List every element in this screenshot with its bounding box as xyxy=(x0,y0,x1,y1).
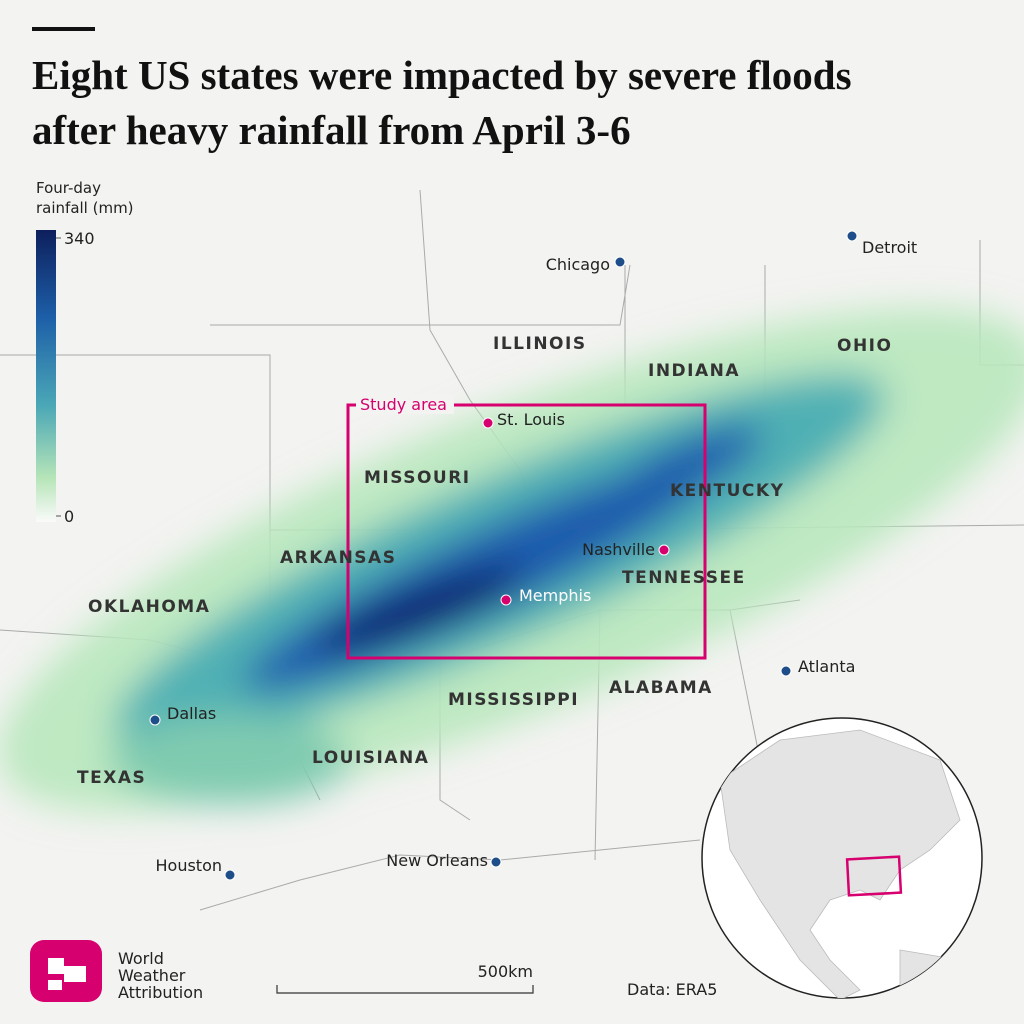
label-bg xyxy=(356,394,454,414)
state-label: TEXAS xyxy=(77,768,146,788)
globe xyxy=(701,717,983,999)
state-label: MISSOURI xyxy=(364,468,471,488)
state-label: INDIANA xyxy=(648,361,740,381)
city-label: Dallas xyxy=(167,704,216,723)
city-label: New Orleans xyxy=(386,851,488,870)
city-dot xyxy=(500,594,512,606)
title-bar xyxy=(32,27,95,31)
study-area-box xyxy=(346,403,707,660)
source: Data: ERA5 xyxy=(627,980,717,999)
scale-bar: 500km xyxy=(276,962,534,994)
city-label: Atlanta xyxy=(798,657,855,676)
state-label: OHIO xyxy=(837,336,892,356)
rainfall xyxy=(0,308,1024,812)
state-label: ARKANSAS xyxy=(280,548,396,568)
logo-mark xyxy=(30,940,102,1002)
state-labels: ILLINOIS INDIANA OHIO MISSOURI KENTUCKY … xyxy=(77,334,892,788)
city-label: Detroit xyxy=(862,238,917,257)
state-label: LOUISIANA xyxy=(312,748,429,768)
title: Eight US states were impacted by severe … xyxy=(32,52,852,153)
scale-label: 500km xyxy=(478,962,533,981)
city-dot xyxy=(224,869,236,881)
city-label: Memphis xyxy=(519,586,591,605)
city-dot xyxy=(846,230,858,242)
legend-tick-label: 340 xyxy=(64,229,95,248)
city-dot xyxy=(482,417,494,429)
state-label: KENTUCKY xyxy=(670,481,784,501)
legend-ticks: 340 0 xyxy=(56,229,95,526)
state-label: OKLAHOMA xyxy=(88,597,210,617)
state-label: TENNESSEE xyxy=(622,568,746,588)
city-label: Nashville xyxy=(582,540,655,559)
legend-bar xyxy=(36,230,56,522)
city-label: Houston xyxy=(156,856,223,875)
state-label: MISSISSIPPI xyxy=(448,690,579,710)
logo-text: World Weather Attribution xyxy=(118,949,204,1002)
city-dot xyxy=(780,665,792,677)
legend-title: Four-day rainfall (mm) xyxy=(36,179,134,217)
state-label: ALABAMA xyxy=(609,678,713,698)
study-area-label: Study area xyxy=(360,395,447,414)
city-dot xyxy=(658,544,670,556)
city-dot xyxy=(490,856,502,868)
city-dot xyxy=(614,256,626,268)
legend-tick-label: 0 xyxy=(64,507,74,526)
city-dot xyxy=(149,714,161,726)
cities: Chicago Detroit St. Louis Nashville Memp… xyxy=(149,230,917,881)
city-label: Chicago xyxy=(546,255,610,274)
city-label: St. Louis xyxy=(497,410,565,429)
state-label: ILLINOIS xyxy=(493,334,587,354)
